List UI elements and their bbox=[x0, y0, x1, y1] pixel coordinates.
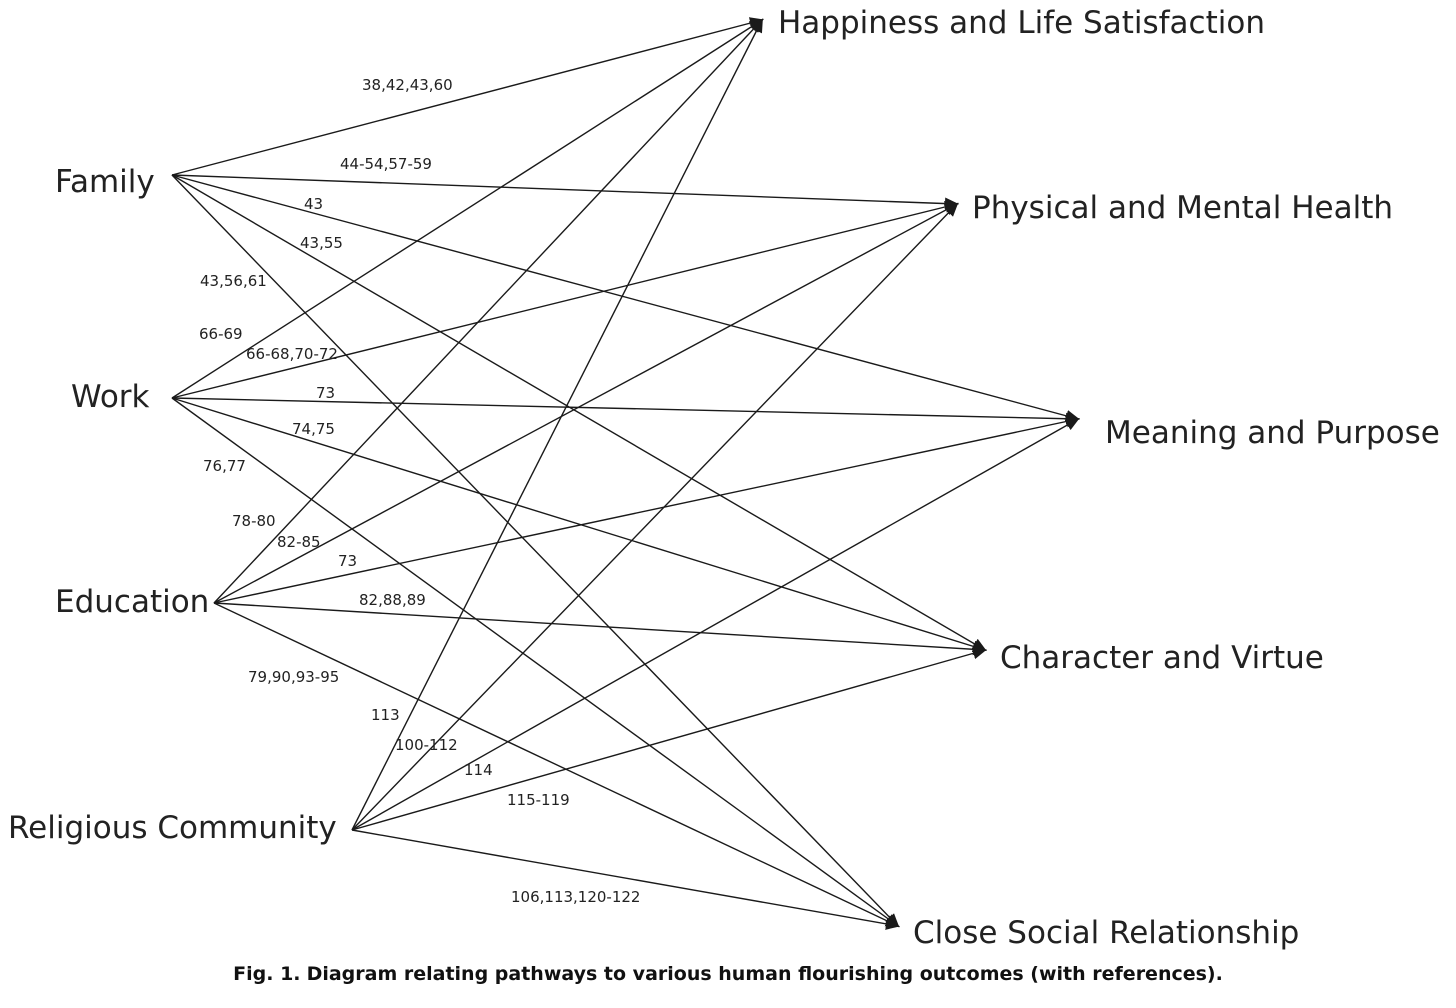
edge-arrow-education-to-health bbox=[213, 203, 959, 604]
edge-reference-education-to-character: 82,88,89 bbox=[359, 591, 426, 609]
edge-reference-work-to-happiness: 66-69 bbox=[199, 325, 243, 343]
edge-reference-religious-to-health: 100-112 bbox=[395, 736, 458, 754]
edge-reference-education-to-health: 82-85 bbox=[277, 533, 321, 551]
edge-reference-religious-to-happiness: 113 bbox=[371, 706, 400, 724]
pathway-label-family: Family bbox=[55, 164, 155, 200]
edge-arrow-family-to-social bbox=[171, 174, 900, 928]
edge-reference-education-to-happiness: 78-80 bbox=[232, 512, 276, 530]
edge-arrow-work-to-meaning bbox=[171, 397, 1080, 425]
edge-labels-layer: 38,42,43,60 44-54,57-59 43 43,55 43,56,61 66-… bbox=[199, 76, 640, 906]
edge-reference-work-to-character: 74,75 bbox=[292, 420, 335, 438]
figure-caption: Fig. 1. Diagram relating pathways to var… bbox=[0, 963, 1456, 985]
edge-arrow-education-to-happiness bbox=[213, 18, 764, 604]
edge-reference-work-to-meaning: 73 bbox=[316, 384, 335, 402]
edge-reference-religious-to-character: 115-119 bbox=[507, 791, 570, 809]
outcome-label-health: Physical and Mental Health bbox=[972, 190, 1393, 226]
caption-text: Diagram relating pathways to various hum… bbox=[306, 963, 1223, 985]
edge-arrow-religious-to-meaning bbox=[351, 418, 1080, 831]
edge-reference-work-to-health: 66-68,70-72 bbox=[246, 345, 338, 363]
edge-reference-religious-to-social: 106,113,120-122 bbox=[511, 888, 640, 906]
edge-arrow-family-to-health bbox=[171, 174, 959, 210]
edge-arrow-work-to-happiness bbox=[171, 18, 764, 399]
edge-arrow-family-to-character bbox=[171, 174, 987, 652]
pathway-label-religious-community: Religious Community bbox=[8, 810, 337, 846]
edge-arrow-religious-to-health bbox=[351, 202, 959, 831]
outcome-label-meaning: Meaning and Purpose bbox=[1105, 415, 1440, 451]
edge-reference-family-to-social: 43,56,61 bbox=[200, 272, 267, 290]
pathway-label-education: Education bbox=[55, 584, 209, 620]
edge-reference-family-to-meaning: 43 bbox=[304, 195, 323, 213]
edge-arrow-work-to-character bbox=[171, 397, 987, 653]
edge-reference-education-to-social: 79,90,93-95 bbox=[248, 668, 339, 686]
edge-reference-religious-to-meaning: 114 bbox=[464, 761, 493, 779]
caption-number: Fig. 1. bbox=[233, 963, 301, 985]
edge-arrow-religious-to-character bbox=[351, 647, 987, 831]
edge-reference-family-to-happiness: 38,42,43,60 bbox=[362, 76, 453, 94]
outcome-label-social: Close Social Relationship bbox=[913, 915, 1299, 951]
edge-arrow-education-to-character bbox=[213, 602, 987, 656]
edge-arrow-education-to-meaning bbox=[213, 415, 1080, 604]
edge-reference-education-to-meaning: 73 bbox=[338, 552, 357, 570]
edge-arrow-work-to-social bbox=[171, 397, 900, 928]
edge-arrow-work-to-health bbox=[171, 201, 959, 399]
edge-reference-family-to-health: 44-54,57-59 bbox=[340, 155, 432, 173]
edge-reference-work-to-social: 76,77 bbox=[203, 457, 246, 475]
outcome-label-character: Character and Virtue bbox=[1000, 640, 1324, 676]
edge-reference-family-to-character: 43,55 bbox=[300, 234, 343, 252]
edge-arrow-religious-to-social bbox=[351, 829, 900, 930]
outcome-label-happiness: Happiness and Life Satisfaction bbox=[778, 5, 1265, 41]
edge-arrow-family-to-meaning bbox=[171, 174, 1080, 422]
edge-arrow-family-to-happiness bbox=[171, 17, 764, 176]
edge-arrow-education-to-social bbox=[213, 602, 900, 927]
edge-arrow-religious-to-happiness bbox=[351, 18, 763, 831]
edges-layer bbox=[171, 17, 1080, 930]
pathway-label-work: Work bbox=[71, 379, 150, 415]
